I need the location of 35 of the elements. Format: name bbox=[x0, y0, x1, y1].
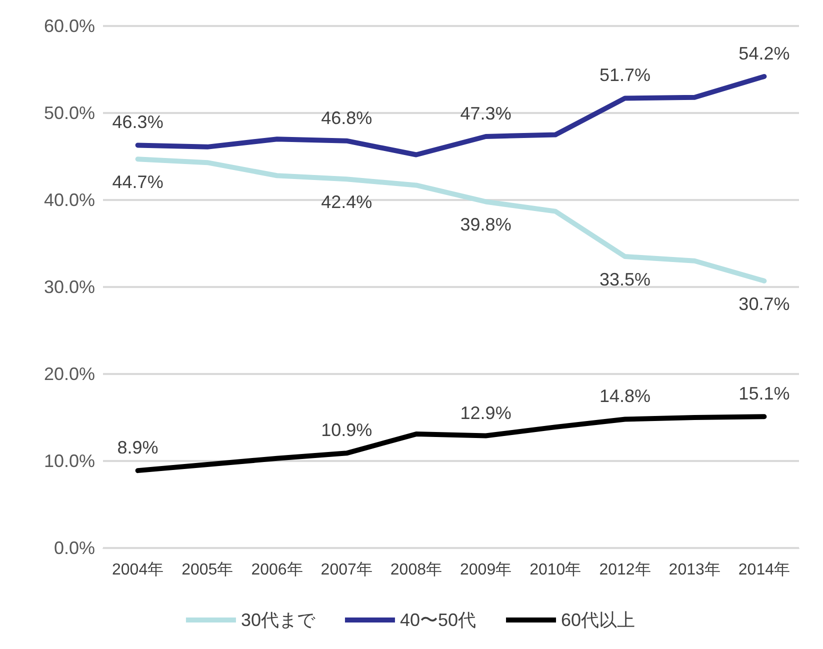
x-tick-label: 2005年 bbox=[182, 562, 234, 578]
x-tick-label: 2012年 bbox=[599, 562, 651, 578]
x-tick-label: 2008年 bbox=[390, 562, 442, 578]
y-tick-label: 50.0% bbox=[44, 103, 95, 123]
data-label: 46.8% bbox=[321, 108, 372, 128]
x-tick-label: 2007年 bbox=[320, 562, 372, 578]
data-label: 46.3% bbox=[112, 112, 164, 132]
data-label: 15.1% bbox=[738, 384, 790, 404]
data-label: 33.5% bbox=[599, 270, 651, 290]
x-tick-label: 2010年 bbox=[530, 562, 582, 578]
legend-label: 30代まで bbox=[240, 610, 316, 630]
y-tick-label: 20.0% bbox=[44, 364, 95, 384]
y-tick-label: 40.0% bbox=[44, 190, 95, 210]
data-label: 54.2% bbox=[738, 43, 790, 64]
x-tick-label: 2014年 bbox=[738, 562, 790, 578]
y-tick-label: 0.0% bbox=[54, 538, 95, 558]
y-tick-label: 30.0% bbox=[44, 277, 95, 297]
data-label: 51.7% bbox=[599, 65, 651, 86]
data-label: 14.8% bbox=[599, 386, 651, 406]
y-tick-label: 60.0% bbox=[44, 16, 95, 36]
data-label: 47.3% bbox=[460, 103, 512, 124]
data-label: 39.8% bbox=[460, 214, 512, 235]
data-label: 12.9% bbox=[460, 402, 512, 423]
data-label: 8.9% bbox=[117, 438, 158, 458]
data-label: 44.7% bbox=[112, 172, 164, 192]
data-label: 10.9% bbox=[321, 420, 372, 440]
data-label: 30.7% bbox=[738, 294, 790, 314]
legend-label: 60代以上 bbox=[561, 610, 636, 630]
x-tick-label: 2013年 bbox=[668, 562, 720, 578]
x-tick-label: 2004年 bbox=[112, 562, 164, 578]
legend-label: 40〜50代 bbox=[400, 610, 476, 630]
y-tick-label: 10.0% bbox=[44, 451, 95, 471]
x-tick-label: 2009年 bbox=[460, 562, 512, 578]
data-label: 42.4% bbox=[321, 192, 372, 212]
x-tick-label: 2006年 bbox=[251, 562, 303, 578]
